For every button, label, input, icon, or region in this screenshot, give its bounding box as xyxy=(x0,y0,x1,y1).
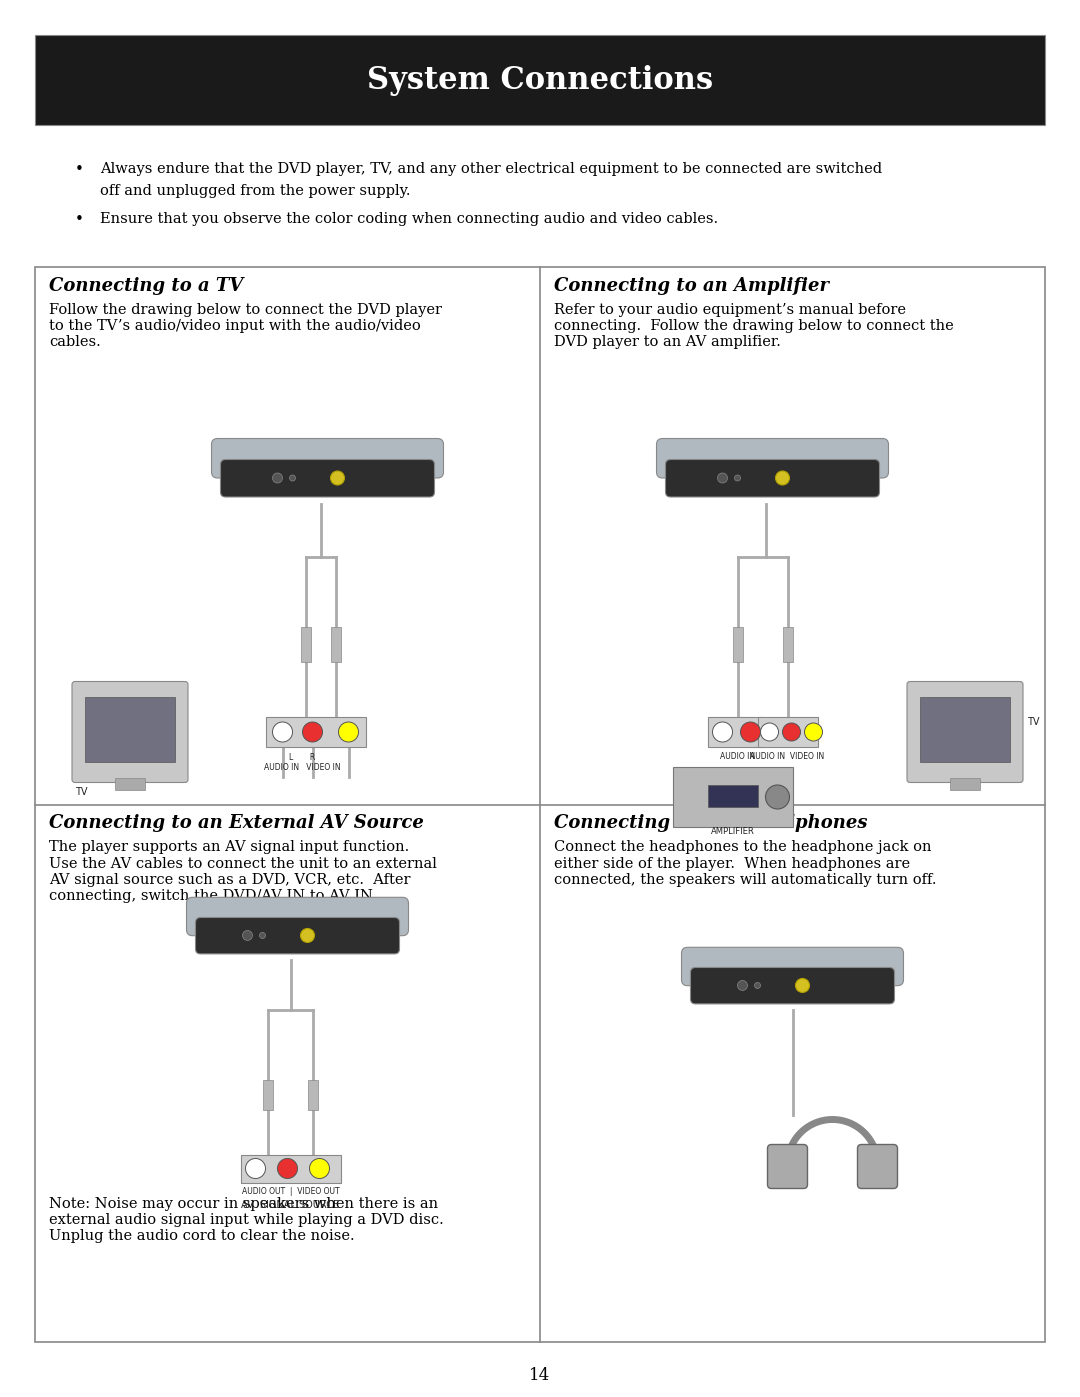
Bar xyxy=(85,697,175,761)
FancyBboxPatch shape xyxy=(220,460,434,497)
Text: Connect the headphones to the headphone jack on
either side of the player.  When: Connect the headphones to the headphone … xyxy=(554,841,936,887)
Bar xyxy=(757,717,818,747)
Circle shape xyxy=(272,722,293,742)
Bar xyxy=(920,697,1010,761)
Bar xyxy=(673,767,793,827)
Circle shape xyxy=(302,722,323,742)
Bar xyxy=(35,267,1045,1343)
Text: •: • xyxy=(75,162,84,177)
FancyBboxPatch shape xyxy=(858,1144,897,1189)
FancyBboxPatch shape xyxy=(212,439,444,478)
Circle shape xyxy=(796,978,810,992)
Bar xyxy=(732,627,743,662)
Circle shape xyxy=(330,471,345,485)
Text: 14: 14 xyxy=(529,1366,551,1383)
Text: off and unplugged from the power supply.: off and unplugged from the power supply. xyxy=(100,184,410,198)
FancyBboxPatch shape xyxy=(72,682,188,782)
Text: L       R
AUDIO IN   VIDEO IN: L R AUDIO IN VIDEO IN xyxy=(265,753,341,773)
Bar xyxy=(950,778,980,789)
Circle shape xyxy=(278,1158,297,1179)
FancyBboxPatch shape xyxy=(907,682,1023,782)
Text: AUDIO IN  VIDEO IN: AUDIO IN VIDEO IN xyxy=(751,752,825,761)
Circle shape xyxy=(760,724,779,740)
Text: AMPLIFIER: AMPLIFIER xyxy=(711,827,754,835)
Circle shape xyxy=(310,1158,329,1179)
Circle shape xyxy=(338,722,359,742)
Text: AV  SIGNAL SOURCE: AV SIGNAL SOURCE xyxy=(242,1200,339,1210)
Bar xyxy=(262,1080,272,1109)
Text: Always endure that the DVD player, TV, and any other electrical equipment to be : Always endure that the DVD player, TV, a… xyxy=(100,162,882,176)
Bar xyxy=(241,1154,340,1182)
Circle shape xyxy=(741,722,760,742)
Text: •: • xyxy=(75,212,84,226)
Text: Note: Noise may occur in speakers when there is an
external audio signal input w: Note: Noise may occur in speakers when t… xyxy=(49,1197,444,1243)
FancyBboxPatch shape xyxy=(657,439,889,478)
FancyBboxPatch shape xyxy=(195,918,400,954)
FancyBboxPatch shape xyxy=(768,1144,808,1189)
Circle shape xyxy=(734,475,741,481)
Circle shape xyxy=(272,474,283,483)
Bar xyxy=(300,627,311,662)
Bar xyxy=(330,627,340,662)
Circle shape xyxy=(755,982,760,989)
Text: Connecting to a TV: Connecting to a TV xyxy=(49,277,243,295)
Text: Ensure that you observe the color coding when connecting audio and video cables.: Ensure that you observe the color coding… xyxy=(100,212,718,226)
Circle shape xyxy=(783,724,800,740)
Text: System Connections: System Connections xyxy=(367,64,713,95)
Text: TV: TV xyxy=(1027,717,1039,726)
Circle shape xyxy=(738,981,747,990)
Bar xyxy=(35,35,1045,124)
Text: AUDIO OUT  |  VIDEO OUT: AUDIO OUT | VIDEO OUT xyxy=(242,1187,339,1196)
Bar xyxy=(114,778,145,789)
Bar xyxy=(783,627,793,662)
Circle shape xyxy=(766,785,789,809)
Circle shape xyxy=(300,929,314,943)
Circle shape xyxy=(713,722,732,742)
Bar xyxy=(707,717,762,747)
Circle shape xyxy=(259,932,266,939)
Circle shape xyxy=(243,930,253,940)
Text: Connecting to the Headphones: Connecting to the Headphones xyxy=(554,814,867,833)
Circle shape xyxy=(245,1158,266,1179)
Circle shape xyxy=(805,724,823,740)
Text: TV: TV xyxy=(75,787,87,798)
FancyBboxPatch shape xyxy=(187,897,408,936)
FancyBboxPatch shape xyxy=(681,947,904,986)
Bar xyxy=(707,785,757,807)
Bar xyxy=(266,717,365,747)
Text: Connecting to an External AV Source: Connecting to an External AV Source xyxy=(49,814,423,833)
FancyBboxPatch shape xyxy=(690,968,894,1004)
Text: Refer to your audio equipment’s manual before
connecting.  Follow the drawing be: Refer to your audio equipment’s manual b… xyxy=(554,303,954,349)
Circle shape xyxy=(289,475,296,481)
Circle shape xyxy=(775,471,789,485)
Circle shape xyxy=(717,474,728,483)
Text: AUDIO IN: AUDIO IN xyxy=(720,752,755,761)
FancyBboxPatch shape xyxy=(665,460,879,497)
Bar xyxy=(308,1080,318,1109)
Text: The player supports an AV signal input function.
Use the AV cables to connect th: The player supports an AV signal input f… xyxy=(49,841,437,902)
Text: Follow the drawing below to connect the DVD player
to the TV’s audio/video input: Follow the drawing below to connect the … xyxy=(49,303,442,349)
Text: Connecting to an Amplifier: Connecting to an Amplifier xyxy=(554,277,829,295)
